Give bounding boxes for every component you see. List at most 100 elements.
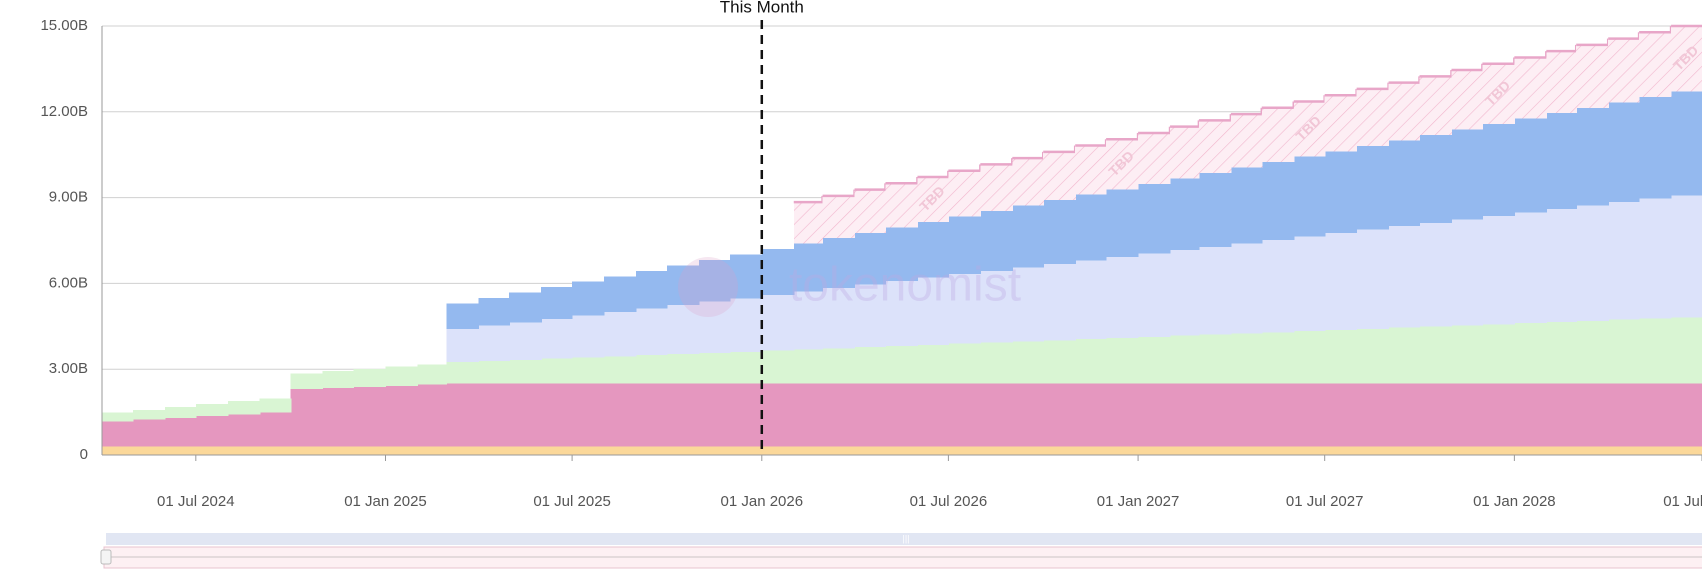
supply-segment xyxy=(1419,446,1453,455)
supply-segment xyxy=(541,287,573,319)
supply-segment xyxy=(1608,446,1640,455)
this-month-label: This Month xyxy=(720,0,804,16)
supply-segment xyxy=(1075,194,1107,261)
supply-segment xyxy=(1482,383,1515,447)
supply-segment xyxy=(917,344,949,384)
supply-segment xyxy=(1671,446,1702,455)
supply-segment xyxy=(1230,243,1263,334)
x-tick-label: 01 Jul 2024 xyxy=(157,493,235,510)
supply-segment xyxy=(1170,446,1200,455)
supply-segment xyxy=(948,274,981,344)
supply-segment xyxy=(1106,257,1139,339)
tbd-segment xyxy=(1608,38,1640,103)
supply-segment xyxy=(604,312,637,357)
supply-segment xyxy=(1324,233,1358,331)
supply-segment xyxy=(666,305,700,355)
supply-segment xyxy=(948,383,981,447)
supply-segment xyxy=(1608,383,1640,447)
supply-segment xyxy=(1514,446,1547,455)
supply-segment xyxy=(1012,446,1044,455)
supply-segment xyxy=(1388,383,1421,447)
supply-segment xyxy=(604,356,637,384)
supply-segment xyxy=(1451,129,1484,220)
supply-segment xyxy=(698,446,731,455)
supply-segment xyxy=(1388,446,1421,455)
supply-segment xyxy=(729,383,763,447)
supply-segment xyxy=(195,416,229,447)
tbd-segment xyxy=(1639,32,1672,97)
supply-segment xyxy=(385,366,419,386)
supply-segment xyxy=(259,446,292,455)
supply-segment xyxy=(132,419,166,447)
supply-segment xyxy=(1261,332,1295,384)
tbd-segment xyxy=(793,202,824,244)
supply-segment xyxy=(917,221,949,278)
supply-segment xyxy=(1075,446,1107,455)
supply-segment xyxy=(1388,226,1421,328)
navigator-handle[interactable] xyxy=(100,549,112,565)
supply-segment xyxy=(478,446,510,455)
x-tick-label: 01 Jan 2026 xyxy=(721,493,804,510)
supply-segment xyxy=(1012,267,1044,342)
supply-segment xyxy=(1639,318,1672,384)
supply-segment xyxy=(541,318,573,359)
tbd-segment xyxy=(1514,57,1547,119)
tbd-segment xyxy=(1106,139,1139,190)
tbd-segment xyxy=(854,189,887,233)
supply-segment xyxy=(729,351,763,384)
supply-segment xyxy=(1230,446,1263,455)
supply-segment xyxy=(1546,113,1577,210)
supply-segment xyxy=(1138,383,1171,447)
supply-segment xyxy=(1451,383,1484,447)
supply-segment xyxy=(1514,118,1547,213)
supply-segment xyxy=(980,211,1013,271)
supply-segment xyxy=(1671,317,1702,384)
x-tick-label: 01 Jul 2026 xyxy=(910,493,988,510)
supply-segment xyxy=(854,347,887,384)
supply-segment xyxy=(572,446,605,455)
supply-segment xyxy=(132,446,166,455)
watermark-logo xyxy=(678,257,738,317)
supply-segment xyxy=(604,276,637,312)
supply-segment xyxy=(195,446,229,455)
supply-segment xyxy=(385,385,419,447)
supply-segment xyxy=(1671,383,1702,447)
supply-segment xyxy=(353,446,387,455)
y-tick-label: 12.00B xyxy=(40,103,88,120)
tbd-segment xyxy=(980,164,1013,212)
supply-segment xyxy=(509,446,542,455)
supply-segment xyxy=(164,406,197,418)
supply-segment xyxy=(1482,124,1515,216)
tbd-segment xyxy=(1198,120,1232,174)
supply-segment xyxy=(1639,96,1672,199)
supply-segment xyxy=(102,446,134,455)
supply-segment xyxy=(666,446,700,455)
supply-segment xyxy=(132,409,166,420)
supply-segment xyxy=(1451,325,1484,384)
supply-segment xyxy=(478,360,510,384)
supply-segment xyxy=(1514,383,1547,447)
tbd-segment xyxy=(1388,82,1421,141)
supply-segment xyxy=(666,354,700,384)
navigator-scrollbar[interactable] xyxy=(106,533,1702,545)
supply-segment xyxy=(1138,336,1171,384)
tbd-segment xyxy=(1043,151,1076,201)
supply-segment xyxy=(446,303,479,330)
supply-segment xyxy=(572,383,605,447)
navigator[interactable] xyxy=(103,546,1702,569)
supply-segment xyxy=(1106,383,1139,447)
supply-segment xyxy=(446,383,479,447)
supply-segment xyxy=(1419,134,1453,223)
supply-segment xyxy=(854,284,887,348)
supply-segment xyxy=(385,446,419,455)
supply-segment xyxy=(102,421,134,447)
supply-segment xyxy=(698,383,731,447)
supply-segment xyxy=(1388,327,1421,384)
supply-segment xyxy=(761,294,795,351)
supply-segment xyxy=(1639,446,1672,455)
supply-segment xyxy=(1419,222,1453,327)
supply-segment xyxy=(1356,328,1390,384)
supply-segment xyxy=(290,373,324,390)
tbd-segment xyxy=(1012,158,1044,206)
y-tick-label: 0 xyxy=(80,446,88,463)
